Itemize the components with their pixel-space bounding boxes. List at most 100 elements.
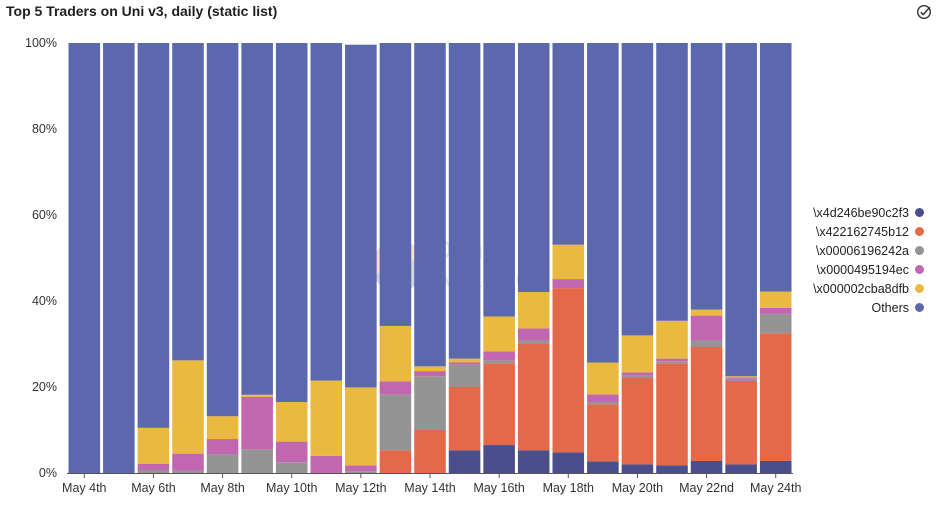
x-tick-label: May 12th bbox=[335, 481, 386, 495]
bar-segment bbox=[379, 381, 412, 395]
bar-segment bbox=[448, 362, 481, 365]
bar-segment bbox=[725, 377, 757, 379]
bar-segment bbox=[656, 320, 688, 359]
legend-label: \x4d246be90c2f3 bbox=[813, 205, 909, 220]
bar-segment bbox=[345, 471, 377, 473]
check-circle-icon[interactable] bbox=[916, 4, 932, 20]
bar-segment bbox=[103, 43, 135, 473]
bar-segment bbox=[517, 340, 550, 344]
bar-segment bbox=[414, 43, 446, 367]
legend-label: Others bbox=[871, 300, 909, 315]
bar-segment bbox=[241, 396, 273, 450]
bar-segment bbox=[379, 450, 412, 473]
bar-segment bbox=[725, 43, 757, 377]
bar-segment bbox=[656, 361, 688, 364]
chart-title: Top 5 Traders on Uni v3, daily (static l… bbox=[6, 3, 278, 19]
legend-item[interactable]: \x422162745b12 bbox=[804, 222, 924, 241]
bar-segment bbox=[552, 43, 585, 245]
bar-segment bbox=[517, 328, 550, 341]
x-tick-label: May 4th bbox=[62, 481, 107, 495]
bar-segment bbox=[345, 387, 377, 466]
bar-segment bbox=[68, 43, 101, 473]
legend-swatch bbox=[915, 303, 924, 312]
y-tick-label: 0% bbox=[39, 466, 57, 480]
bar-segment bbox=[206, 43, 239, 417]
legend-swatch bbox=[915, 208, 924, 217]
bar-segment bbox=[517, 344, 550, 451]
bar-segment bbox=[759, 307, 792, 314]
bar-segment bbox=[172, 470, 204, 473]
bar-segment bbox=[275, 462, 308, 473]
bar-segment bbox=[275, 402, 308, 442]
bar-segment bbox=[310, 43, 343, 381]
y-tick-label: 40% bbox=[32, 294, 57, 308]
bar-segment bbox=[656, 363, 688, 466]
bar-segment bbox=[448, 43, 481, 359]
legend-label: \x0000495194ec bbox=[816, 262, 909, 277]
bar-segment bbox=[587, 362, 619, 395]
x-tick-label: May 24th bbox=[750, 481, 801, 495]
legend-label: \x000002cba8dfb bbox=[813, 281, 909, 296]
legend: \x4d246be90c2f3 \x422162745b12 \x000061962… bbox=[804, 203, 924, 317]
legend-item[interactable]: \x0000495194ec bbox=[804, 260, 924, 279]
bar-segment bbox=[241, 449, 273, 473]
bar-segment bbox=[414, 366, 446, 372]
legend-label: \x00006196242a bbox=[815, 243, 909, 258]
bar-segment bbox=[414, 371, 446, 377]
bar-segment bbox=[517, 450, 550, 473]
bar-segment bbox=[241, 43, 273, 395]
x-tick-label: May 14th bbox=[404, 481, 455, 495]
bar-segment bbox=[379, 43, 412, 326]
bar-segment bbox=[621, 375, 654, 378]
bar-segment bbox=[759, 43, 792, 292]
bar-segment bbox=[656, 43, 688, 321]
bar-segment bbox=[621, 43, 654, 336]
legend-swatch bbox=[915, 284, 924, 293]
x-tick-label: May 6th bbox=[131, 481, 176, 495]
bar-segment bbox=[759, 333, 792, 461]
bar-segment bbox=[552, 288, 585, 453]
bar-segment bbox=[759, 460, 792, 473]
bar-segment bbox=[448, 450, 481, 473]
bar-segment bbox=[414, 376, 446, 430]
bar-segment bbox=[379, 394, 412, 451]
bar-segment bbox=[483, 316, 515, 352]
bar-segment bbox=[759, 291, 792, 308]
legend-item[interactable]: \x000002cba8dfb bbox=[804, 279, 924, 298]
legend-item[interactable]: Others bbox=[804, 298, 924, 317]
bar-segment bbox=[414, 430, 446, 473]
bar-segment bbox=[587, 461, 619, 473]
bar-segment bbox=[275, 441, 308, 463]
bar-segment bbox=[587, 404, 619, 462]
bar-segment bbox=[483, 351, 515, 361]
bar-segment bbox=[517, 291, 550, 329]
bar-segment bbox=[621, 377, 654, 465]
bar-segment bbox=[345, 44, 377, 388]
bar-segment bbox=[345, 465, 377, 472]
bar-segment bbox=[725, 376, 757, 378]
bar-segment bbox=[690, 315, 723, 341]
bar-segment bbox=[552, 279, 585, 289]
bar-segment bbox=[552, 244, 585, 280]
bar-segment bbox=[448, 364, 481, 387]
bar-segment bbox=[172, 43, 204, 361]
bar-segment bbox=[483, 43, 515, 317]
bar-segment bbox=[310, 380, 343, 456]
bar-segment bbox=[137, 469, 170, 473]
bar-segment bbox=[379, 325, 412, 382]
legend-item[interactable]: \x4d246be90c2f3 bbox=[804, 203, 924, 222]
bar-segment bbox=[517, 43, 550, 292]
bar-segment bbox=[587, 43, 619, 363]
bar-segment bbox=[206, 439, 239, 455]
bar-segment bbox=[725, 464, 757, 473]
legend-item[interactable]: \x00006196242a bbox=[804, 241, 924, 260]
bar-segment bbox=[690, 43, 723, 310]
bar-segment bbox=[759, 313, 792, 334]
x-tick-label: May 18th bbox=[543, 481, 594, 495]
bar-segment bbox=[206, 454, 239, 473]
y-tick-label: 20% bbox=[32, 380, 57, 394]
bar-segment bbox=[137, 43, 170, 428]
x-tick-label: May 20th bbox=[612, 481, 663, 495]
bar-segment bbox=[137, 463, 170, 470]
